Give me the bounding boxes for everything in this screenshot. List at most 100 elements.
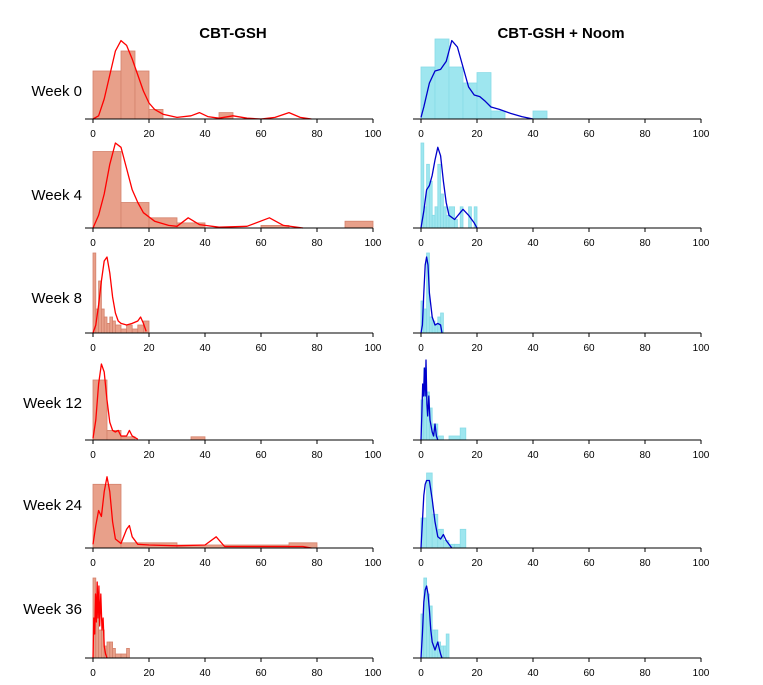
x-tick-label-cbt-gsh-noom-week-12-80: 80 [639,450,651,461]
x-tick-label-cbt-gsh-noom-week-24-60: 60 [583,558,595,569]
x-tick-label-cbt-gsh-noom-week-4-40: 40 [527,238,539,249]
x-tick-label-cbt-gsh-week-4-0: 0 [90,238,96,249]
panel-cbt-gsh-noom-week-0: 0 20 40 60 80 100 [413,38,710,140]
histogram-bar-cbt-gsh-week-8-4 [103,316,108,334]
histogram-bar-cbt-gsh-week-8-3 [101,308,105,334]
panel-cbt-gsh-week-0: 0 20 40 60 80 100 [85,39,382,140]
density-line-cbt-gsh-noom-week-24 [420,479,453,549]
histogram-bar-cbt-gsh-noom-week-0-6 [532,110,548,120]
x-tick-label-cbt-gsh-week-0-40: 40 [199,129,211,140]
column-title-cbt-gsh: CBT-GSH [199,25,267,42]
panel-cbt-gsh-noom-week-4: 0 20 40 60 80 100 [413,142,710,249]
histogram-bar-cbt-gsh-noom-week-12-7 [448,435,461,441]
histogram-bar-cbt-gsh-week-4-0 [92,151,122,229]
histogram-bar-cbt-gsh-noom-week-0-5 [490,110,506,120]
histogram-bar-cbt-gsh-noom-week-4-11 [454,219,458,229]
x-tick-label-cbt-gsh-week-12-100: 100 [365,450,382,461]
row-label-week-8: Week 8 [31,290,82,307]
x-tick-label-cbt-gsh-week-12-60: 60 [255,450,267,461]
histogram-bar-cbt-gsh-week-0-0 [92,70,122,120]
histogram-bar-cbt-gsh-week-12-0 [92,379,108,441]
histogram-bar-cbt-gsh-week-36-10 [126,648,130,659]
x-tick-label-cbt-gsh-week-36-80: 80 [311,668,323,679]
x-tick-label-cbt-gsh-week-4-20: 20 [143,238,155,249]
histogram-bar-cbt-gsh-noom-week-4-5 [434,206,439,229]
x-tick-label-cbt-gsh-noom-week-0-20: 20 [471,129,483,140]
histogram-bar-cbt-gsh-week-36-8 [115,653,122,659]
x-tick-label-cbt-gsh-week-36-0: 0 [90,668,96,679]
x-tick-label-cbt-gsh-noom-week-12-100: 100 [693,450,710,461]
x-tick-label-cbt-gsh-noom-week-24-100: 100 [693,558,710,569]
panel-cbt-gsh-week-12: 0 20 40 60 80 100 [85,363,382,461]
panel-cbt-gsh-week-36: 0 20 40 60 80 100 [85,577,382,679]
row-label-week-12: Week 12 [23,395,82,412]
histogram-bar-cbt-gsh-week-8-7 [112,320,116,334]
x-tick-label-cbt-gsh-noom-week-4-20: 20 [471,238,483,249]
x-tick-label-cbt-gsh-week-4-100: 100 [365,238,382,249]
x-tick-label-cbt-gsh-week-4-80: 80 [311,238,323,249]
x-tick-label-cbt-gsh-week-0-100: 100 [365,129,382,140]
x-tick-label-cbt-gsh-week-36-100: 100 [365,668,382,679]
x-tick-label-cbt-gsh-noom-week-24-0: 0 [418,558,424,569]
histogram-bar-cbt-gsh-noom-week-36-9 [445,633,450,659]
histogram-bar-cbt-gsh-week-8-0 [92,252,97,334]
x-tick-label-cbt-gsh-week-0-80: 80 [311,129,323,140]
x-tick-label-cbt-gsh-noom-week-36-0: 0 [418,668,424,679]
histogram-bar-cbt-gsh-week-36-9 [120,653,127,659]
density-line-cbt-gsh-week-12 [92,363,139,440]
x-tick-label-cbt-gsh-noom-week-0-0: 0 [418,129,424,140]
x-tick-label-cbt-gsh-noom-week-4-80: 80 [639,238,651,249]
histogram-bar-cbt-gsh-week-8-5 [106,322,111,334]
histogram-bar-cbt-gsh-week-24-3 [288,542,318,549]
x-tick-label-cbt-gsh-week-24-80: 80 [311,558,323,569]
x-tick-label-cbt-gsh-week-8-40: 40 [199,343,211,354]
density-line-cbt-gsh-noom-week-36 [420,585,443,659]
panel-cbt-gsh-week-24: 0 20 40 60 80 100 [85,476,382,569]
x-tick-label-cbt-gsh-noom-week-12-40: 40 [527,450,539,461]
x-tick-label-cbt-gsh-week-0-60: 60 [255,129,267,140]
histogram-bar-cbt-gsh-week-0-2 [134,70,150,120]
density-line-cbt-gsh-noom-week-8 [420,256,443,334]
x-tick-label-cbt-gsh-noom-week-24-20: 20 [471,558,483,569]
histogram-bar-cbt-gsh-noom-week-4-2 [426,163,430,229]
histogram-bar-cbt-gsh-week-4-1 [120,202,150,229]
x-tick-label-cbt-gsh-noom-week-36-40: 40 [527,668,539,679]
x-tick-label-cbt-gsh-noom-week-12-20: 20 [471,450,483,461]
histogram-bar-cbt-gsh-noom-week-4-8 [442,206,447,229]
column-title-cbt-gsh-noom: CBT-GSH + Noom [497,25,624,42]
histogram-bar-cbt-gsh-week-4-5 [344,220,374,229]
histogram-bar-cbt-gsh-week-36-6 [109,641,114,659]
density-line-cbt-gsh-noom-week-12 [420,359,439,441]
x-tick-label-cbt-gsh-noom-week-8-0: 0 [418,343,424,354]
x-tick-label-cbt-gsh-noom-week-8-80: 80 [639,343,651,354]
x-tick-label-cbt-gsh-week-8-80: 80 [311,343,323,354]
x-tick-label-cbt-gsh-noom-week-36-80: 80 [639,668,651,679]
histogram-bar-cbt-gsh-week-8-9 [120,328,127,334]
x-tick-label-cbt-gsh-noom-week-8-60: 60 [583,343,595,354]
x-tick-label-cbt-gsh-week-0-20: 20 [143,129,155,140]
histogram-bar-cbt-gsh-noom-week-4-4 [431,214,436,229]
x-tick-label-cbt-gsh-noom-week-8-100: 100 [693,343,710,354]
histogram-bar-cbt-gsh-noom-week-8-3 [428,316,433,334]
panel-cbt-gsh-week-4: 0 20 40 60 80 100 [85,142,382,249]
x-tick-label-cbt-gsh-noom-week-24-40: 40 [527,558,539,569]
histogram-bar-cbt-gsh-week-8-12 [137,324,144,334]
density-line-cbt-gsh-week-24 [92,476,312,549]
x-tick-label-cbt-gsh-noom-week-0-60: 60 [583,129,595,140]
x-tick-label-cbt-gsh-noom-week-0-100: 100 [693,129,710,140]
histogram-bar-cbt-gsh-noom-week-4-9 [445,214,450,229]
histogram-bar-cbt-gsh-noom-week-4-6 [437,163,441,229]
x-tick-label-cbt-gsh-week-36-20: 20 [143,668,155,679]
histogram-bar-cbt-gsh-noom-week-0-2 [448,66,464,120]
x-tick-label-cbt-gsh-week-8-20: 20 [143,343,155,354]
x-tick-label-cbt-gsh-noom-week-4-0: 0 [418,238,424,249]
row-label-week-4: Week 4 [31,187,82,204]
x-tick-label-cbt-gsh-week-24-60: 60 [255,558,267,569]
x-tick-label-cbt-gsh-noom-week-36-60: 60 [583,668,595,679]
x-tick-label-cbt-gsh-week-24-40: 40 [199,558,211,569]
density-line-cbt-gsh-week-36 [92,581,108,659]
x-tick-label-cbt-gsh-noom-week-36-100: 100 [693,668,710,679]
histogram-bar-cbt-gsh-week-8-6 [109,316,114,334]
x-tick-label-cbt-gsh-noom-week-4-100: 100 [693,238,710,249]
